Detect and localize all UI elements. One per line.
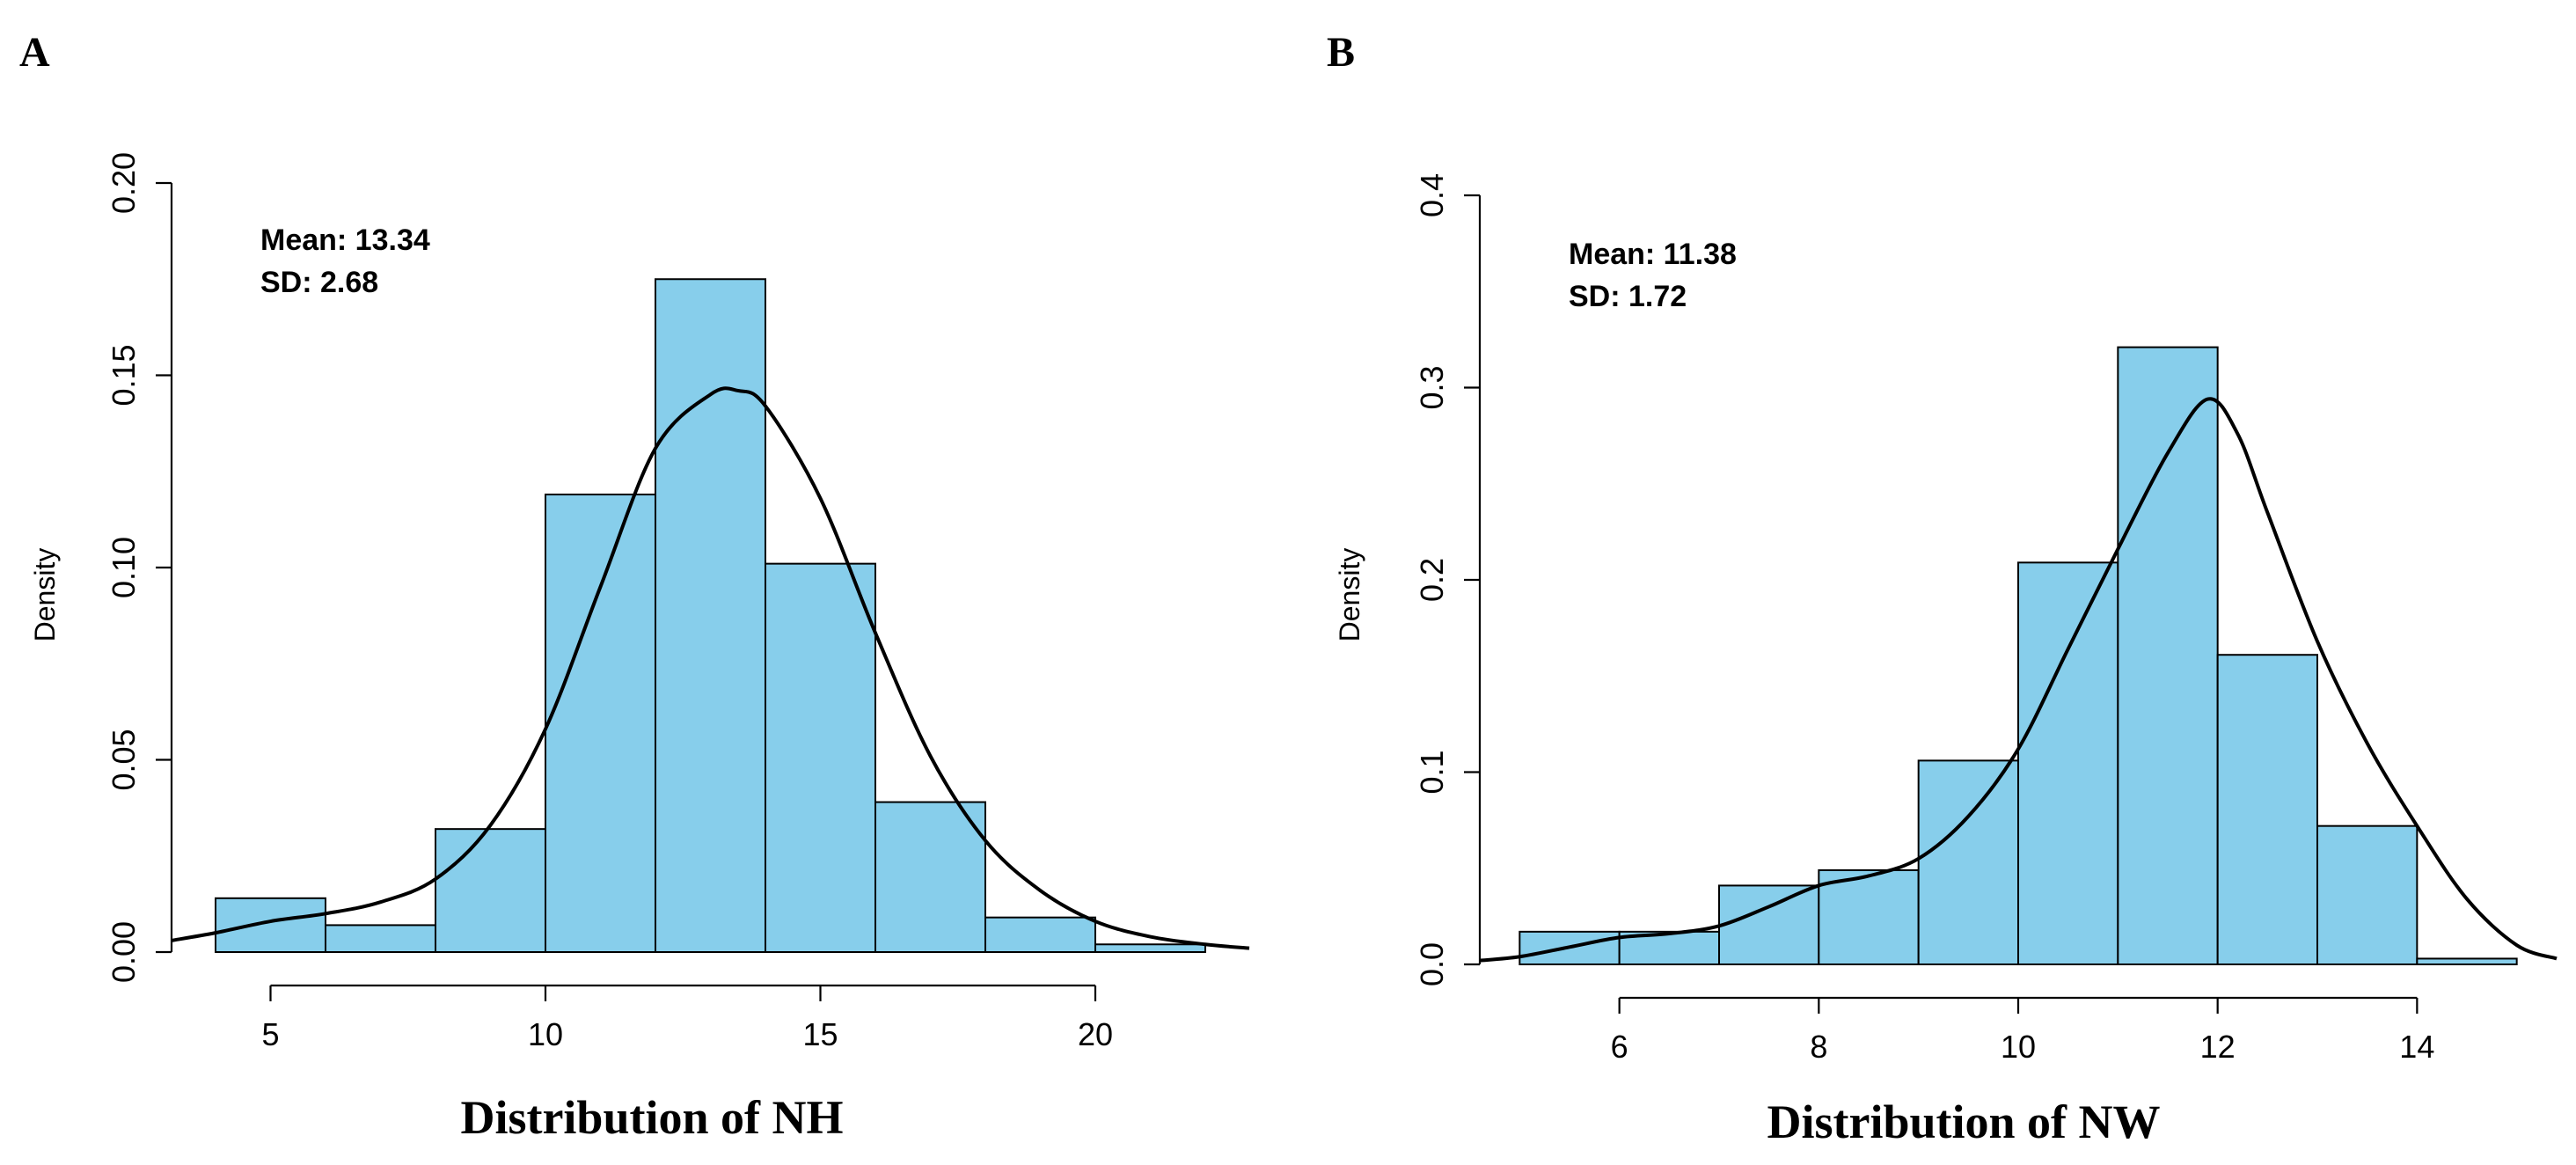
panel-a-y-tick-label-2: 0.10 (106, 537, 142, 598)
panel-a-y-tick-label-4: 0.20 (106, 152, 142, 214)
panel-a-y-axis-label: Density (29, 548, 61, 642)
panel-a-x-tick-label-2: 15 (802, 1016, 838, 1052)
panel-b-x-tick-label-2: 10 (2001, 1029, 2036, 1065)
panel-a-y-tick-label-0: 0.00 (106, 921, 142, 983)
panel-a-bar-7 (984, 916, 1096, 954)
panel-b-bar-9 (2416, 957, 2518, 965)
panel-b-x-axis-label: Distribution of NW (1767, 1095, 2160, 1148)
panel-b-y-tick-label-0: 0.0 (1414, 942, 1450, 986)
panel-b-letter: B (1327, 29, 1355, 76)
panel-b-density-curve (1479, 397, 2558, 963)
panel-b-bars (1519, 346, 2518, 966)
panel-b-y-tick-label-4: 0.4 (1414, 173, 1450, 217)
panel-a-bar-6 (875, 801, 986, 953)
panel-a-sd-annotation: SD: 2.68 (260, 266, 378, 299)
panel-a-density-curve (171, 386, 1250, 950)
panel-a-bar-8 (1094, 943, 1206, 954)
panel-a-x-axis-label: Distribution of NH (460, 1091, 843, 1144)
panel-a-x-tick-label-1: 10 (528, 1016, 563, 1052)
panel-a-x-tick-label-3: 20 (1078, 1016, 1113, 1052)
panel-a-y-tick-label-3: 0.15 (106, 344, 142, 406)
panel-b-histogram: B 0.0 0.1 0.2 0.3 0.4 6 8 10 12 14 Mean: 11.38 S… (1327, 29, 2558, 1148)
panel-b-x-tick-label-4: 14 (2399, 1029, 2434, 1065)
panel-b-mean-annotation: Mean: 11.38 (1569, 238, 1737, 271)
panel-b-bar-3 (1818, 868, 1920, 965)
panel-b-bar-7 (2216, 654, 2319, 966)
panel-a-bar-1 (325, 924, 436, 954)
panel-a-y-axis: 0.00 0.05 0.10 0.15 0.20 (106, 152, 173, 983)
panel-b-bar-5 (2017, 561, 2119, 966)
panel-b-bar-2 (1718, 884, 1820, 965)
panel-b-x-tick-label-3: 12 (2200, 1029, 2236, 1065)
panel-b-y-axis: 0.0 0.1 0.2 0.3 0.4 (1414, 173, 1482, 986)
panel-a-bar-5 (765, 562, 876, 953)
panel-a-y-tick-label-1: 0.05 (106, 729, 142, 790)
panel-a-bar-2 (435, 828, 546, 953)
panel-a-x-tick-label-0: 5 (261, 1016, 279, 1052)
panel-b-bar-4 (1917, 759, 2020, 966)
panel-a-bar-0 (215, 897, 326, 954)
panel-b-y-tick-label-3: 0.3 (1414, 365, 1450, 409)
panel-b-x-axis: 6 8 10 12 14 (1611, 996, 2434, 1065)
panel-a-mean-annotation: Mean: 13.34 (260, 223, 430, 257)
panel-b-y-tick-label-2: 0.2 (1414, 558, 1450, 602)
panel-b-x-tick-label-1: 8 (1810, 1029, 1827, 1065)
panel-b-y-tick-label-1: 0.1 (1414, 750, 1450, 794)
panel-a-letter: A (19, 29, 50, 76)
panel-a-histogram: A 0.00 0.05 0.10 0.15 0.20 5 10 15 20 Mean: 13.… (19, 29, 1250, 1144)
panel-b-sd-annotation: SD: 1.72 (1569, 280, 1687, 313)
panel-b-y-axis-label: Density (1334, 548, 1365, 642)
panel-a-bars (215, 278, 1206, 954)
panel-a-bar-4 (655, 278, 766, 953)
panel-b-bar-8 (2316, 824, 2419, 965)
panel-a-bar-3 (545, 493, 656, 953)
panel-b-bar-6 (2117, 346, 2219, 965)
panel-b-x-tick-label-0: 6 (1611, 1029, 1628, 1065)
panel-a-x-axis: 5 10 15 20 (261, 984, 1113, 1052)
